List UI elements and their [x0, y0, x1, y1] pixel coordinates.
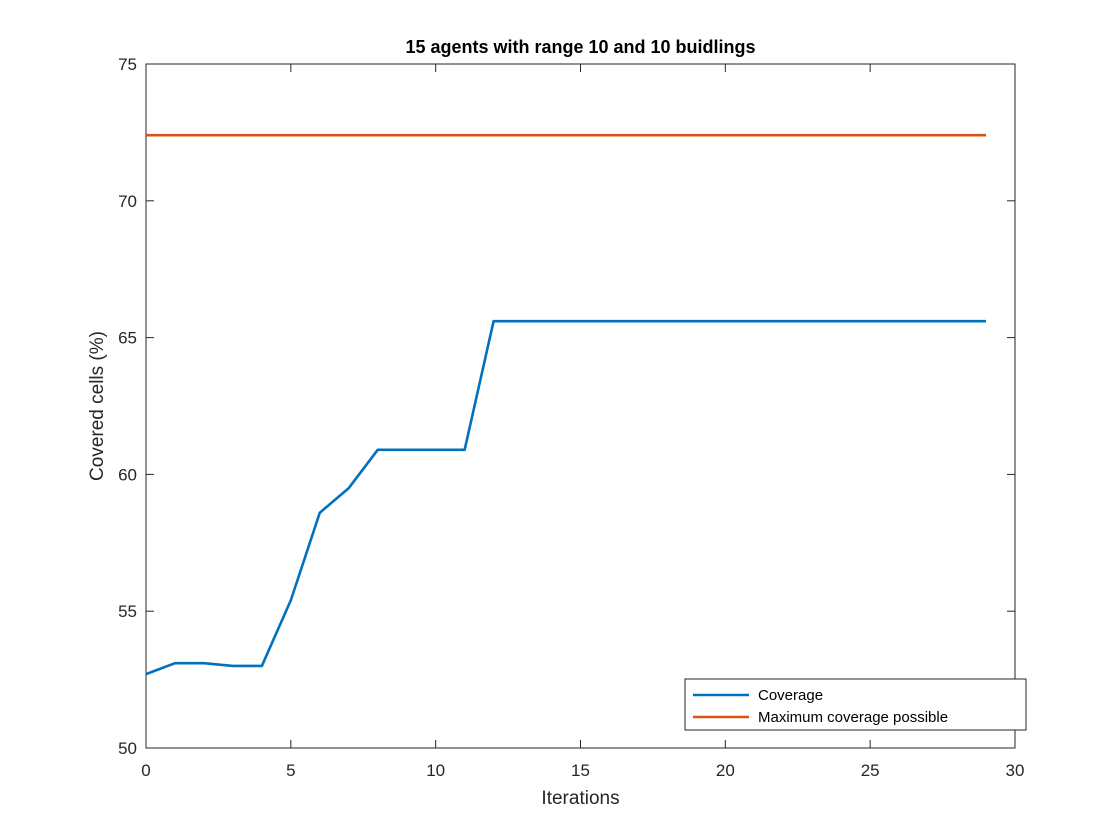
x-tick-label: 0 [141, 761, 150, 780]
y-tick-label: 55 [118, 602, 137, 621]
plot-area: 0 5 10 15 20 25 30 50 55 60 65 70 75 [118, 55, 1024, 780]
x-tick-label: 5 [286, 761, 295, 780]
x-tick-label: 30 [1006, 761, 1025, 780]
chart-title: 15 agents with range 10 and 10 buidlings [405, 37, 755, 57]
y-tick-label: 60 [118, 465, 137, 484]
y-tick-label: 75 [118, 55, 137, 74]
x-axis-label: Iterations [541, 788, 619, 809]
y-tick-label: 70 [118, 192, 137, 211]
legend-label-max-coverage: Maximum coverage possible [758, 709, 948, 726]
y-axis-label: Covered cells (%) [87, 331, 108, 481]
x-tick-label: 25 [861, 761, 880, 780]
y-tick-label: 50 [118, 739, 137, 758]
series-line-coverage [145, 319, 987, 676]
x-tick-label: 15 [571, 761, 590, 780]
x-tick-label: 20 [716, 761, 735, 780]
legend-box [684, 678, 1027, 731]
legend: Coverage Maximum coverage possible [684, 678, 1027, 731]
legend-label-coverage: Coverage [758, 687, 823, 704]
x-tick-label: 10 [426, 761, 445, 780]
axes-box [145, 63, 1016, 749]
y-tick-label: 65 [118, 329, 137, 348]
